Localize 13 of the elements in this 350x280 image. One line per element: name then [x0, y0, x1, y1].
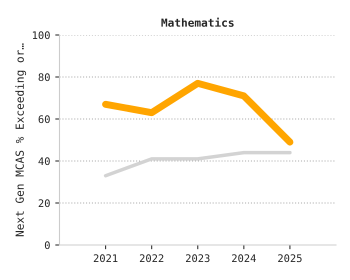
x-tick-label: 2023 — [186, 254, 210, 262]
x-tick-label: 2021 — [94, 254, 118, 262]
y-tick-label: 20 — [38, 199, 50, 208]
y-tick-label: 100 — [32, 31, 50, 40]
y-axis-title: Next Gen MCAS % Exceeding or… — [15, 43, 26, 236]
chart-title: Mathematics — [161, 18, 234, 27]
x-tick-label: 2024 — [232, 254, 256, 262]
x-tick-label: 2022 — [140, 254, 164, 262]
x-tick-label: 2025 — [278, 254, 302, 262]
y-tick-label: 0 — [44, 241, 50, 250]
y-tick-label: 80 — [38, 73, 50, 82]
y-tick-label: 40 — [38, 157, 50, 166]
y-tick-label: 60 — [38, 115, 50, 124]
